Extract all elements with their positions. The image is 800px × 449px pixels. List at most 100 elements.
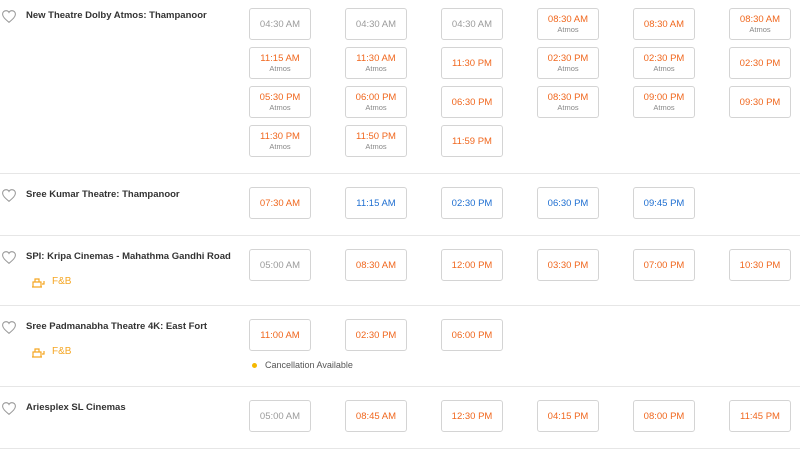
showtime-button[interactable]: 02:30 PM	[441, 187, 503, 219]
showtime-button[interactable]: 07:00 PM	[633, 249, 695, 281]
showtime-button[interactable]: 02:30 PM	[345, 319, 407, 351]
favorite-button[interactable]	[2, 10, 16, 28]
theatre-block: Ariesplex SL Cinemas 05:00 AM 08:45 AM 12:3…	[0, 387, 800, 449]
showtime-button[interactable]: 08:30 PM Atmos	[537, 86, 599, 118]
showtime-button[interactable]: 02:30 PM Atmos	[537, 47, 599, 79]
format-tag: Atmos	[557, 25, 579, 34]
showtime-button[interactable]: 11:59 PM	[441, 125, 503, 157]
showtime-button[interactable]: 07:30 AM	[249, 187, 311, 219]
favorite-button[interactable]	[2, 251, 16, 269]
food-icon	[32, 278, 45, 288]
showtime: 08:30 AM	[355, 259, 397, 271]
showtime-button[interactable]: 08:30 AM Atmos	[537, 8, 599, 40]
showtime-button[interactable]: 06:30 PM	[537, 187, 599, 219]
showtime: 05:30 PM	[259, 92, 301, 103]
showtime-grid: 05:00 AM 08:45 AM 12:30 PM 04:15 PM 08:00 PM…	[249, 400, 791, 432]
showtime-button[interactable]: 09:30 PM	[729, 86, 791, 118]
showtime-button[interactable]: 08:45 AM	[345, 400, 407, 432]
showtime-button[interactable]: 03:30 PM	[537, 249, 599, 281]
showtime: 09:30 PM	[739, 96, 781, 108]
showtime: 06:30 PM	[451, 96, 493, 108]
showtime-button[interactable]: 08:00 PM	[633, 400, 695, 432]
showtime: 11:15 AM	[356, 197, 396, 209]
showtime: 11:00 AM	[260, 329, 300, 341]
showtime-button[interactable]: 12:30 PM	[441, 400, 503, 432]
showtime: 05:00 AM	[259, 410, 301, 422]
theatre-name: Sree Kumar Theatre: Thampanoor	[26, 189, 180, 200]
showtime: 08:00 PM	[643, 410, 685, 422]
showtime-button[interactable]: 04:15 PM	[537, 400, 599, 432]
format-tag: Atmos	[365, 103, 387, 112]
showtime-area: 11:00 AM 02:30 PM 06:00 PM Cancellation Ava…	[249, 319, 791, 370]
showtime-button[interactable]: 04:30 AM	[441, 8, 503, 40]
showtime-area: 05:00 AM 08:30 AM 12:00 PM 03:30 PM 07:00 PM…	[249, 249, 791, 289]
showtime-button[interactable]: 11:15 AM Atmos	[249, 47, 311, 79]
heart-icon	[2, 10, 16, 24]
showtime-button[interactable]: 04:30 AM	[345, 8, 407, 40]
format-tag: Atmos	[365, 64, 387, 73]
format-tag: Atmos	[749, 25, 771, 34]
showtime-button[interactable]: 06:30 PM	[441, 86, 503, 118]
page: {"theatres": [ {"name": "New Theatre Dol…	[0, 8, 800, 449]
format-tag: Atmos	[653, 103, 675, 112]
showtime-button[interactable]: 05:30 PM Atmos	[249, 86, 311, 118]
showtime-button[interactable]: 04:30 AM	[249, 8, 311, 40]
theatre-info: New Theatre Dolby Atmos: Thampanoor	[0, 8, 249, 157]
showtime-button[interactable]: 05:00 AM	[249, 249, 311, 281]
showtime-button[interactable]: 10:30 PM	[729, 249, 791, 281]
theatre-info: Sree Padmanabha Theatre 4K: East Fort F&B	[0, 319, 249, 370]
showtime: 02:30 PM	[547, 53, 589, 64]
format-tag: Atmos	[557, 64, 579, 73]
theatre-info: Sree Kumar Theatre: Thampanoor	[0, 187, 249, 219]
heart-icon	[2, 402, 16, 416]
showtime-button[interactable]: 12:00 PM	[441, 249, 503, 281]
heart-icon	[2, 251, 16, 265]
showtime-button[interactable]: 08:30 AM Atmos	[729, 8, 791, 40]
showtime-button[interactable]: 08:30 AM	[345, 249, 407, 281]
theatre-block: Sree Padmanabha Theatre 4K: East Fort F&B…	[0, 306, 800, 387]
showtime: 11:15 AM	[260, 53, 300, 64]
showtime-button[interactable]: 11:30 AM Atmos	[345, 47, 407, 79]
showtime-button[interactable]: 11:30 PM Atmos	[249, 125, 311, 157]
showtime: 08:45 AM	[355, 410, 397, 422]
showtime-button[interactable]: 02:30 PM	[729, 47, 791, 79]
showtime: 06:00 PM	[451, 329, 493, 341]
showtime: 11:59 PM	[452, 135, 492, 147]
theatre-block: Sree Kumar Theatre: Thampanoor 07:30 AM 11…	[0, 174, 800, 236]
showtime-button[interactable]: 06:00 PM	[441, 319, 503, 351]
favorite-button[interactable]	[2, 189, 16, 207]
showtime-area: 05:00 AM 08:45 AM 12:30 PM 04:15 PM 08:00 PM…	[249, 400, 791, 432]
heart-icon	[2, 189, 16, 203]
showtime: 12:30 PM	[451, 410, 493, 422]
showtime: 02:30 PM	[643, 53, 685, 64]
showtime: 08:30 AM	[739, 14, 781, 25]
showtime-grid: 07:30 AM 11:15 AM 02:30 PM 06:30 PM 09:45 PM	[249, 187, 791, 219]
showtime-button[interactable]: 02:30 PM Atmos	[633, 47, 695, 79]
favorite-button[interactable]	[2, 402, 16, 420]
showtime: 02:30 PM	[355, 329, 397, 341]
theatre-name: Ariesplex SL Cinemas	[26, 402, 126, 413]
showtime-button[interactable]: 08:30 AM	[633, 8, 695, 40]
showtime: 11:30 PM	[452, 57, 492, 69]
note-text: Cancellation Available	[265, 360, 353, 370]
showtime-button[interactable]: 11:00 AM	[249, 319, 311, 351]
showtime-button[interactable]: 06:00 PM Atmos	[345, 86, 407, 118]
showtime-button[interactable]: 11:30 PM	[441, 47, 503, 79]
favorite-button[interactable]	[2, 321, 16, 339]
showtime: 06:00 PM	[355, 92, 397, 103]
showtime-button[interactable]: 11:50 PM Atmos	[345, 125, 407, 157]
showtime: 11:50 PM	[356, 131, 396, 142]
showtime-button[interactable]: 05:00 AM	[249, 400, 311, 432]
showtime-button[interactable]: 11:15 AM	[345, 187, 407, 219]
showtime: 05:00 AM	[259, 259, 301, 271]
showtime-button[interactable]: 11:45 PM	[729, 400, 791, 432]
showtime-button[interactable]: 09:45 PM	[633, 187, 695, 219]
showtime: 04:30 AM	[451, 18, 493, 30]
showtime: 08:30 AM	[547, 14, 589, 25]
theatre-name: SPI: Kripa Cinemas - Mahathma Gandhi Roa…	[26, 251, 231, 262]
showtime-button[interactable]: 09:00 PM Atmos	[633, 86, 695, 118]
heart-icon	[2, 321, 16, 335]
showtime: 07:00 PM	[643, 259, 685, 271]
showtime: 06:30 PM	[547, 197, 589, 209]
showtime: 04:30 AM	[259, 18, 301, 30]
